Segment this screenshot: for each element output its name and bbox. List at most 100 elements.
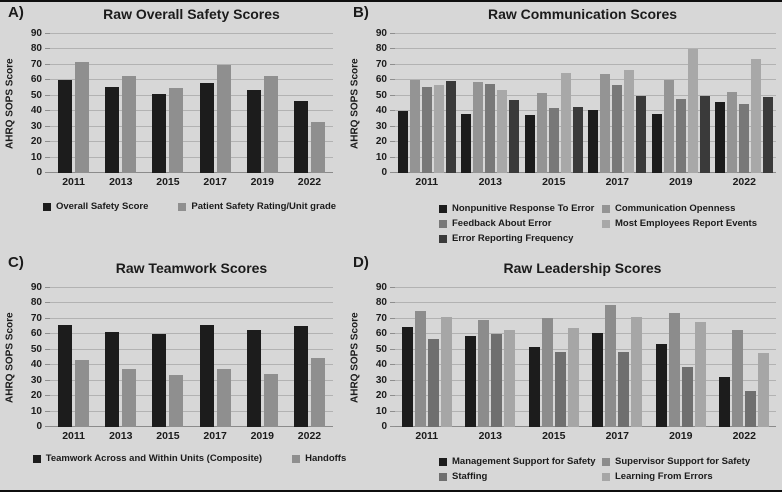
x-axis-label: 2013 [109, 430, 133, 442]
y-tick-label: 30 [30, 374, 42, 386]
x-axis-label: 2017 [203, 176, 227, 188]
legend-swatch [439, 204, 447, 213]
bar [414, 311, 426, 427]
y-tick-label: 20 [375, 136, 387, 148]
bar [600, 74, 611, 173]
y-tick-label: 60 [30, 328, 42, 340]
legend-swatch [178, 202, 187, 211]
bar [567, 328, 579, 427]
bar [401, 326, 413, 427]
gridline [45, 287, 333, 288]
bar [612, 84, 623, 173]
bar [440, 316, 452, 427]
x-axis-label: 2011 [415, 176, 439, 188]
x-axis-label: 2017 [605, 176, 629, 188]
y-tick-label: 80 [375, 43, 387, 55]
bar [699, 95, 710, 173]
gridline [45, 63, 333, 65]
y-tick-label: 50 [30, 343, 42, 355]
legend-item: Supervisor Support for Safety [602, 456, 750, 467]
bar [528, 346, 540, 427]
y-tick-label: 20 [30, 136, 42, 148]
bar [497, 89, 508, 173]
gridline [45, 302, 333, 304]
gridline [390, 141, 776, 143]
gridline [45, 317, 333, 319]
chart-title-teamwork: Raw Teamwork Scores [115, 260, 268, 276]
bar [263, 373, 278, 427]
bar [554, 352, 566, 427]
legend-item: Patient Safety Rating/Unit grade [178, 201, 336, 212]
bar [751, 58, 762, 173]
bar [216, 369, 231, 427]
y-tick-label: 40 [30, 105, 42, 117]
gridline [390, 110, 776, 112]
y-tick-label: 70 [30, 58, 42, 70]
gridline [45, 79, 333, 81]
y-tick-label: 80 [30, 43, 42, 55]
plot-area [45, 33, 333, 173]
legend-item: Teamwork Across and Within Units (Compos… [32, 453, 262, 464]
y-tick-label: 70 [375, 58, 387, 70]
y-axis-label: AHRQ SOPS Score [349, 58, 361, 149]
gridline [390, 287, 776, 288]
legend-swatch [439, 219, 447, 228]
legend-swatch [32, 454, 41, 463]
gridline [390, 348, 776, 350]
gridline [45, 348, 333, 350]
y-tick-label: 70 [30, 312, 42, 324]
bar-group-2019 [239, 288, 286, 427]
legend-label: Supervisor Support for Safety [615, 456, 751, 467]
gridline [390, 426, 776, 427]
bar [122, 369, 137, 427]
y-tick-label: 60 [30, 74, 42, 86]
legend-label: Overall Safety Score [55, 201, 149, 212]
x-axis-label: 2019 [250, 176, 274, 188]
gridline [390, 125, 776, 127]
bar [651, 114, 662, 173]
legend-swatch [292, 454, 301, 463]
bar [58, 80, 73, 173]
y-axis-ticks: 0 10 20 30 40 50 60 70 80 90 [18, 283, 46, 432]
gridline [390, 172, 776, 173]
bar-group-2022 [713, 34, 777, 173]
bar [536, 93, 547, 173]
x-axis-label: 2022 [297, 176, 322, 188]
y-tick-label: 20 [30, 390, 42, 402]
bar [727, 91, 738, 173]
legend-swatch [602, 219, 610, 228]
legend-item: Learning From Errors [602, 471, 750, 482]
legend-label: Most Employees Report Events [615, 218, 758, 229]
gridline [45, 172, 333, 173]
y-tick-label: 50 [375, 343, 387, 355]
x-axis-label: 2019 [669, 176, 693, 188]
y-tick-label: 30 [30, 120, 42, 132]
bar-group-2015 [144, 288, 191, 427]
panel-c-teamwork: C) Raw Teamwork Scores AHRQ SOPS Score 0… [0, 246, 347, 492]
y-tick-label: 30 [375, 120, 387, 132]
bar [473, 81, 484, 173]
legend-swatch [439, 234, 447, 243]
legend-label: Patient Safety Rating/Unit grade [191, 201, 337, 212]
bar-groups [395, 34, 776, 173]
x-axis-labels: 2011 2013 2015 2017 2019 2022 [50, 176, 333, 188]
gridline [390, 333, 776, 335]
y-tick-label: 40 [375, 105, 387, 117]
gridline [390, 94, 776, 96]
gridline [45, 333, 333, 335]
bar [560, 72, 571, 173]
x-axis-label: 2022 [732, 176, 756, 188]
y-tick-label: 80 [30, 297, 42, 309]
bar [169, 88, 184, 173]
y-tick-label: 40 [30, 359, 42, 371]
gridline [45, 125, 333, 127]
bar [199, 83, 214, 173]
bar [681, 366, 693, 427]
bar-group-2013 [459, 34, 523, 173]
bar [739, 104, 750, 173]
bar [524, 115, 535, 173]
bar [719, 376, 731, 427]
bar-group-2017 [192, 34, 239, 173]
bar [572, 106, 583, 173]
gridline [390, 317, 776, 319]
